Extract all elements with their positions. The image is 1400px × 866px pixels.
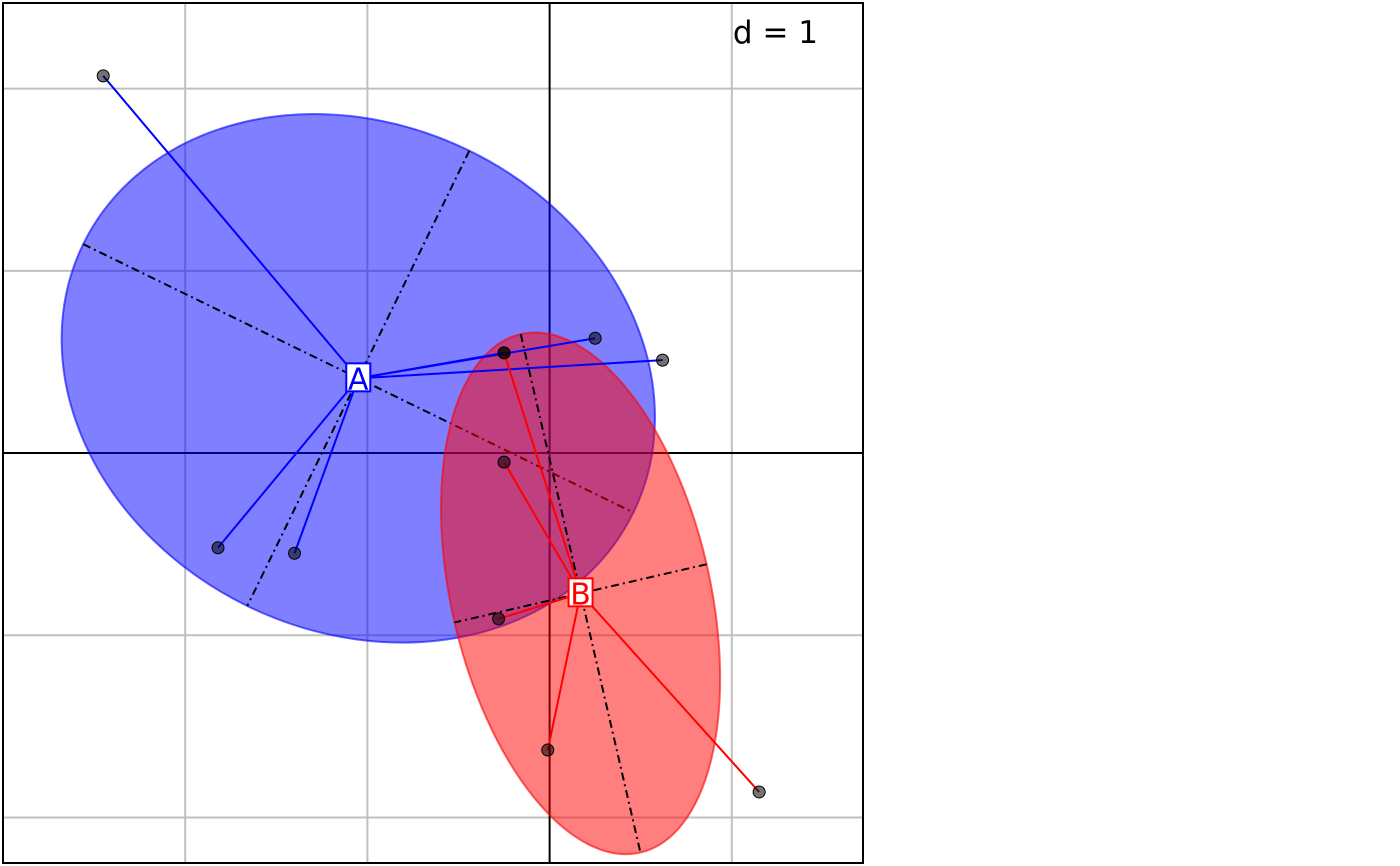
data-point-a	[212, 542, 224, 554]
scale-label: d = 1	[733, 15, 818, 51]
data-point-b	[493, 613, 505, 625]
data-point-a	[97, 70, 109, 82]
data-point-b	[498, 347, 510, 359]
data-point-b	[753, 786, 765, 798]
group-label-b: B	[569, 577, 593, 612]
data-point-a	[657, 354, 669, 366]
group-label-text-a: A	[348, 362, 369, 397]
data-point-b	[542, 744, 554, 756]
group-label-a: A	[346, 362, 370, 397]
group-label-text-b: B	[570, 577, 591, 612]
ellipse-layer	[0, 17, 766, 866]
data-point-b	[498, 456, 510, 468]
data-point-a	[289, 547, 301, 559]
data-point-a	[589, 332, 601, 344]
